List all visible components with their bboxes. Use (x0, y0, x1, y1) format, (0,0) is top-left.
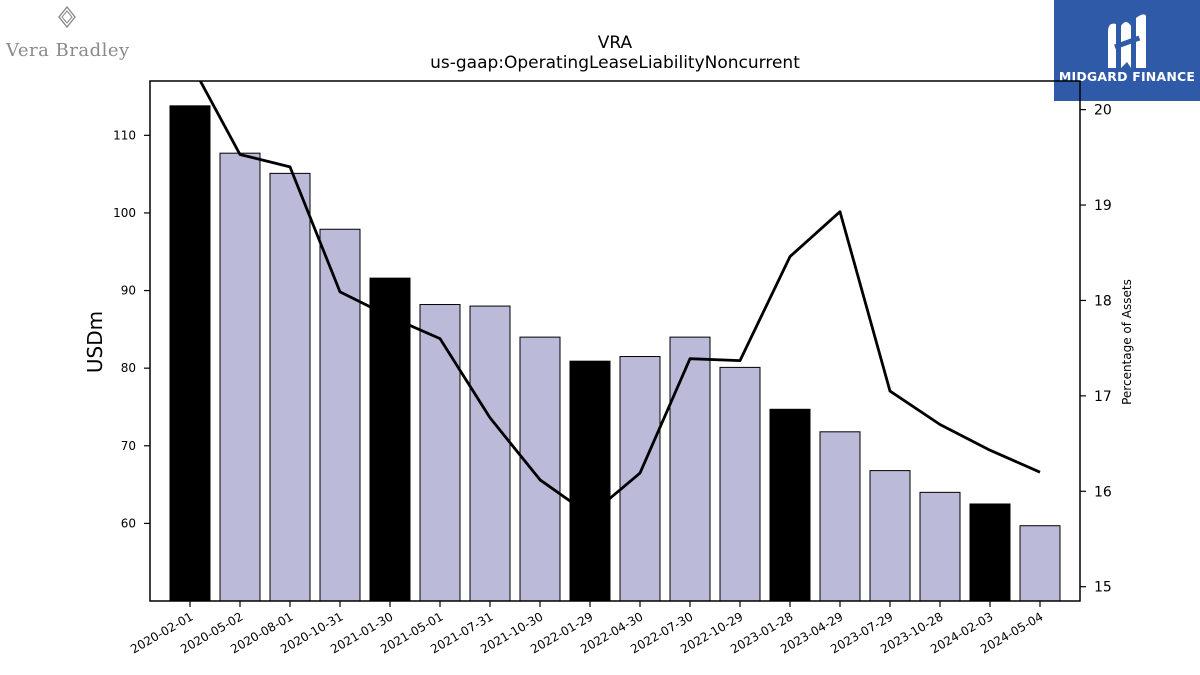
y-tick-label: 100 (113, 206, 136, 220)
bar-2021-01-30 (369, 277, 411, 601)
y-tick-label: 70 (121, 439, 136, 453)
midgard-finance-logo: MIDGARD FINANCE (1054, 0, 1200, 101)
y-tick-label: 60 (121, 516, 136, 530)
y2-tick-label: 17 (1094, 389, 1112, 405)
midgard-finance-logo-text: MIDGARD FINANCE (1058, 69, 1196, 84)
bar-2023-07-29 (869, 470, 911, 601)
y2-tick-label: 16 (1094, 484, 1112, 500)
bar-2020-08-01 (269, 172, 311, 601)
y2-tick-label: 15 (1094, 580, 1112, 596)
chart-subtitle: us-gaap:OperatingLeaseLiabilityNoncurren… (430, 53, 800, 73)
bar-2024-05-04 (1019, 525, 1061, 601)
y2-tick-label: 19 (1094, 198, 1112, 214)
bar-2022-10-29 (719, 366, 761, 601)
plot-frame (149, 80, 1081, 602)
bar-2021-10-30 (519, 336, 561, 601)
bar-2023-10-28 (919, 491, 961, 601)
bar-2022-04-30 (619, 356, 661, 601)
vb-diamond-icon (58, 6, 76, 28)
vera-bradley-logo-text: Vera Bradley (6, 40, 130, 61)
y-tick-label: 90 (121, 284, 136, 298)
axes: 607080901001101516171819202020-02-012020… (113, 80, 1112, 656)
bar-2021-05-01 (419, 304, 461, 601)
bar-2020-10-31 (319, 228, 361, 601)
bar-2022-01-29 (569, 360, 611, 601)
bar-2023-04-29 (819, 431, 861, 601)
y-tick-label: 80 (121, 361, 136, 375)
y-axis-label: USDm (83, 311, 107, 373)
bar-2020-05-02 (219, 152, 261, 601)
y2-axis-label: Percentage of Assets (1120, 279, 1134, 405)
bar-2022-07-30 (669, 336, 711, 601)
bar-2020-02-01 (169, 105, 211, 601)
bar-2021-07-31 (469, 305, 511, 601)
percentage-of-assets-line (198, 81, 1041, 517)
y2-tick-label: 18 (1094, 293, 1112, 309)
y2-tick-label: 20 (1094, 103, 1112, 119)
bar-2023-01-28 (769, 408, 811, 601)
y-tick-label: 110 (113, 128, 136, 142)
line-series (198, 81, 1041, 517)
bar-series (169, 105, 1061, 601)
vera-bradley-logo: Vera Bradley (6, 6, 130, 62)
chart-title: VRA (598, 33, 633, 53)
midgard-m-icon (1108, 14, 1146, 68)
bar-2024-02-03 (969, 503, 1011, 601)
